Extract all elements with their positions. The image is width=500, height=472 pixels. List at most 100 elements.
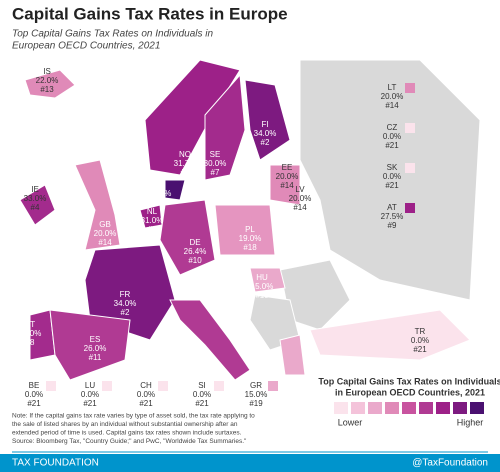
subtitle: European OECD Countries, 2021	[12, 41, 160, 52]
country-code: SK	[387, 163, 398, 172]
title: Capital Gains Tax Rates in Europe	[12, 4, 288, 23]
country-code: HU	[256, 273, 268, 282]
country-rate: 26.0%	[84, 344, 107, 353]
legend-swatch	[470, 402, 484, 414]
callout-swatch	[268, 381, 278, 391]
country-rate: 0.0%	[411, 336, 429, 345]
country-rate: 30.0%	[204, 159, 227, 168]
country-rate: 26.0%	[194, 362, 217, 371]
country-rank: #19	[249, 399, 263, 408]
country-rank: #14	[98, 238, 112, 247]
country-rank: #21	[83, 399, 97, 408]
country-rank: #11	[89, 353, 102, 362]
country-rate: 42.0%	[149, 189, 172, 198]
country-code: DK	[154, 180, 166, 189]
footer-handle: @TaxFoundation	[412, 458, 488, 469]
country-rank: #5	[181, 168, 190, 177]
country-rank: #21	[385, 181, 399, 190]
country-code: LV	[295, 185, 305, 194]
country-rate: 0.0%	[25, 390, 43, 399]
legend-swatch	[334, 402, 348, 414]
country-rate: 28.0%	[19, 329, 42, 338]
callout-swatch	[46, 381, 56, 391]
country-code: FI	[261, 120, 268, 129]
note-text: extended period of time is used. Capital…	[12, 430, 242, 437]
country-rank: #19	[255, 291, 269, 300]
country-rate: 27.5%	[381, 212, 404, 221]
country-code: DE	[189, 238, 200, 247]
legend-swatch	[351, 402, 365, 414]
legend-swatch	[453, 402, 467, 414]
country-code: EE	[282, 163, 293, 172]
country-rate: 0.0%	[81, 390, 99, 399]
subtitle: Top Capital Gains Tax Rates on Individua…	[12, 29, 213, 40]
legend-swatch	[402, 402, 416, 414]
country-code: GR	[250, 381, 262, 390]
legend-swatch	[419, 402, 433, 414]
note-text: the sale of listed shares by an individu…	[12, 421, 238, 428]
country-rate: 20.0%	[94, 229, 117, 238]
country-rank: #2	[261, 138, 270, 147]
country-rank: #21	[195, 399, 209, 408]
country-code: SE	[210, 150, 221, 159]
country-code: LU	[85, 381, 95, 390]
country-rate: 31.0%	[141, 216, 164, 225]
country-rank: #2	[121, 308, 130, 317]
country-rate: 0.0%	[383, 132, 401, 141]
country-rank: #9	[388, 221, 397, 230]
country-rank: #4	[31, 203, 40, 212]
country-code: IT	[201, 353, 208, 362]
legend-swatch	[385, 402, 399, 414]
country-rank: #8	[26, 338, 35, 347]
country-rank: #10	[188, 256, 202, 265]
country-rate: 34.0%	[114, 299, 137, 308]
country-rank: #14	[280, 181, 294, 190]
country-rate: 20.0%	[276, 172, 299, 181]
country-rank: #7	[211, 168, 220, 177]
country-rank: #21	[385, 141, 399, 150]
country-rate: 33.0%	[24, 194, 47, 203]
country-rank: #21	[139, 399, 153, 408]
legend-swatch	[436, 402, 450, 414]
callout-swatch	[405, 163, 415, 173]
note-text: Note: If the capital gains tax rate vari…	[12, 413, 255, 420]
country-rank: #13	[40, 85, 54, 94]
legend-swatch	[368, 402, 382, 414]
legend-high: Higher	[457, 417, 484, 427]
country-rate: 20.0%	[289, 194, 312, 203]
country-rank: #14	[385, 101, 399, 110]
country-rate: 22.0%	[36, 76, 59, 85]
country-code: PT	[25, 320, 35, 329]
country-code: FR	[120, 290, 131, 299]
country-code: CH	[140, 381, 152, 390]
footer-org: TAX FOUNDATION	[12, 458, 99, 469]
callout-swatch	[214, 381, 224, 391]
callout-swatch	[405, 203, 415, 213]
country-code: TR	[415, 327, 426, 336]
legend-title: in European OECD Countries, 2021	[335, 387, 485, 397]
country-rank: #11	[199, 371, 212, 380]
country-rank: #21	[413, 345, 427, 354]
country-rank: #18	[243, 243, 257, 252]
country-code: BE	[29, 381, 40, 390]
callout-swatch	[102, 381, 112, 391]
country-code: GB	[99, 220, 111, 229]
country-code: IE	[31, 185, 39, 194]
legend-title: Top Capital Gains Tax Rates on Individua…	[318, 376, 500, 386]
country-code: IS	[43, 67, 51, 76]
country-rate: 15.0%	[251, 282, 274, 291]
callout-swatch	[405, 123, 415, 133]
country-code: NL	[147, 207, 158, 216]
country-code: ES	[90, 335, 101, 344]
country-rate: 19.0%	[239, 234, 262, 243]
legend-low: Lower	[338, 417, 363, 427]
country-rate: 26.4%	[184, 247, 207, 256]
country-rate: 0.0%	[193, 390, 211, 399]
country-code: AT	[387, 203, 397, 212]
callout-swatch	[158, 381, 168, 391]
country-rank: #21	[27, 399, 41, 408]
callout-swatch	[405, 83, 415, 93]
country-rank: #6	[148, 225, 157, 234]
country-rank: #14	[293, 203, 307, 212]
